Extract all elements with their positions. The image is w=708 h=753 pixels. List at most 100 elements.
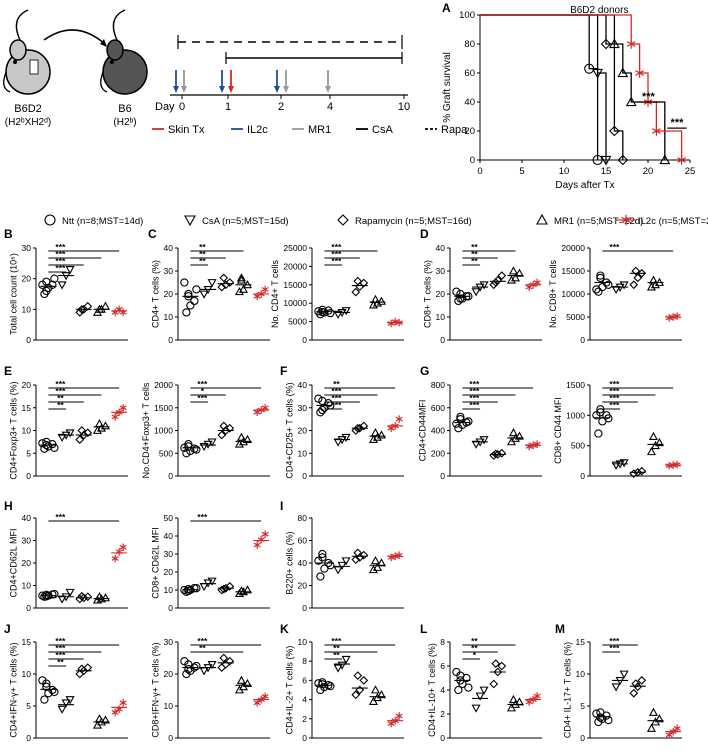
data-point (359, 676, 369, 685)
y-tick-label: 0 (302, 603, 307, 613)
y-axis-label: CD4+CD62L MFI (8, 529, 18, 598)
y-tick-label: 2000 (154, 380, 173, 390)
donor-haplotype: (H2ᵇXH2ᵈ) (5, 117, 51, 128)
data-point (190, 296, 199, 306)
y-tick-label: 4 (302, 695, 307, 705)
group-circle (314, 678, 335, 695)
data-point (180, 657, 189, 666)
panel-letter: L (420, 622, 427, 636)
data-point (318, 305, 327, 314)
data-point (489, 280, 499, 290)
day-tick-label: 1 (225, 101, 231, 113)
data-point (376, 558, 386, 567)
skin-tx-arrow (228, 70, 234, 93)
significance-label: ** (199, 249, 206, 259)
series-line (480, 14, 666, 160)
y-tick-label: 30 (164, 637, 174, 647)
data-point (50, 443, 59, 452)
data-point (497, 271, 507, 280)
y-tick-label: 5 (26, 448, 31, 458)
y-tick-label: 20 (22, 380, 32, 390)
significance-label: * (473, 650, 477, 660)
group-tri-down (57, 266, 75, 290)
data-point (611, 461, 621, 470)
group-circle (452, 287, 473, 306)
data-point (111, 413, 119, 421)
data-point (92, 425, 102, 434)
series-point (592, 154, 603, 166)
recipient-haplotype: (H2ᵇ) (113, 117, 136, 128)
group-tri-up (506, 266, 524, 284)
data-point (637, 466, 647, 476)
group-diamond (75, 301, 93, 317)
data-point (650, 280, 660, 289)
y-tick-label: 500 (571, 441, 585, 451)
data-point (359, 550, 369, 560)
significance-label: ** (199, 643, 206, 653)
y-tick-label: 0 (580, 471, 585, 481)
data-point (119, 403, 127, 412)
significance-label: *** (55, 256, 66, 266)
legend-marker (536, 213, 548, 225)
y-tick-label: 0 (580, 335, 585, 345)
group-diamond (351, 276, 369, 297)
data-point (471, 440, 481, 449)
y-axis-label: CD4+ T cells (%) (150, 260, 160, 328)
y-axis-label: CD4+IFN-γ+ T cells (%) (8, 642, 18, 737)
data-point (506, 275, 516, 284)
data-point (314, 394, 323, 403)
y-tick-label: 30 (164, 266, 174, 276)
data-point (646, 723, 656, 732)
y-tick-label: 40 (164, 243, 174, 253)
significance-label: *** (55, 263, 66, 273)
y-tick-label: 20 (464, 126, 475, 137)
data-point (225, 582, 235, 591)
data-point (83, 663, 93, 672)
group-diamond (75, 591, 93, 604)
data-point (217, 430, 227, 440)
group-diamond (75, 426, 93, 444)
data-point (77, 304, 87, 314)
group-star (111, 543, 128, 563)
group-star (665, 724, 682, 739)
data-point (324, 306, 333, 315)
group-star (387, 317, 404, 328)
data-point (493, 450, 503, 459)
data-point (184, 586, 193, 596)
timeline-legend-item: Skin Tx (152, 124, 205, 136)
significance-label: *** (609, 242, 620, 252)
y-tick-label: 20 (164, 289, 174, 299)
data-point (489, 679, 499, 689)
significance-label: ** (471, 242, 478, 252)
group-star (111, 403, 128, 421)
group-diamond (351, 671, 369, 700)
y-tick-label: 1500 (566, 380, 585, 390)
data-point (94, 418, 104, 428)
data-point (184, 665, 193, 674)
mr1-arrow (181, 70, 187, 93)
panel-letter: J (4, 622, 11, 636)
group-legend: Ntt (n=8;MST=14d) CsA (n=5;MST=15d) Rapamy… (44, 213, 708, 227)
y-tick-label: 1000 (154, 426, 173, 436)
y-tick-label: 5000 (566, 312, 585, 322)
y-tick-label: 40 (464, 97, 475, 108)
data-point (497, 448, 507, 458)
legend-item: IL2c (n=5;MST=24d) (616, 214, 708, 227)
series-point (625, 96, 637, 107)
y-tick-label: 2 (302, 714, 307, 724)
series-point (677, 155, 686, 165)
data-point (316, 408, 325, 417)
legend-item: Rapamycin (n=5;MST=16d) (337, 214, 472, 227)
significance-label: *** (197, 512, 208, 522)
significance-label: *** (609, 643, 620, 653)
data-point (199, 442, 209, 452)
y-tick-label: 40 (298, 380, 308, 390)
data-point (75, 435, 85, 444)
y-tick-label: 20 (164, 669, 174, 679)
group-tri-down (471, 686, 489, 713)
group-tri-down (611, 670, 629, 692)
series-point (609, 125, 620, 137)
significance-label: ** (57, 393, 64, 403)
y-tick-label: 600 (431, 403, 445, 413)
